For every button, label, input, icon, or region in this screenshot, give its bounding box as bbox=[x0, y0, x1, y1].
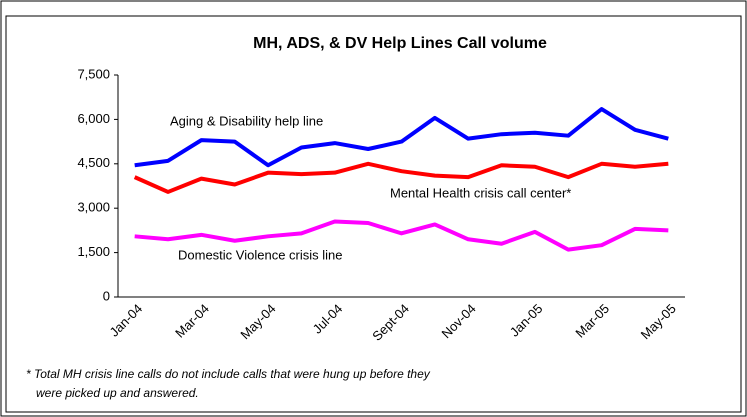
y-tick-label: 6,000 bbox=[77, 111, 110, 126]
y-tick-label: 1,500 bbox=[77, 244, 110, 259]
series-label: Domestic Violence crisis line bbox=[178, 247, 343, 262]
line-series bbox=[134, 107, 669, 168]
footnote: * Total MH crisis line calls do not incl… bbox=[26, 367, 431, 381]
line-series bbox=[133, 161, 669, 194]
footnote: were picked up and answered. bbox=[36, 386, 199, 400]
series-label: Aging & Disability help line bbox=[170, 113, 323, 128]
series-label: Mental Health crisis call center* bbox=[390, 185, 571, 200]
line-series bbox=[134, 219, 669, 252]
chart-border bbox=[5, 15, 742, 413]
chart-title: MH, ADS, & DV Help Lines Call volume bbox=[253, 35, 547, 52]
y-tick-label: 7,500 bbox=[77, 66, 110, 81]
y-tick-label: 4,500 bbox=[77, 155, 110, 170]
y-tick-label: 0 bbox=[103, 288, 110, 303]
y-tick-label: 3,000 bbox=[77, 200, 110, 215]
